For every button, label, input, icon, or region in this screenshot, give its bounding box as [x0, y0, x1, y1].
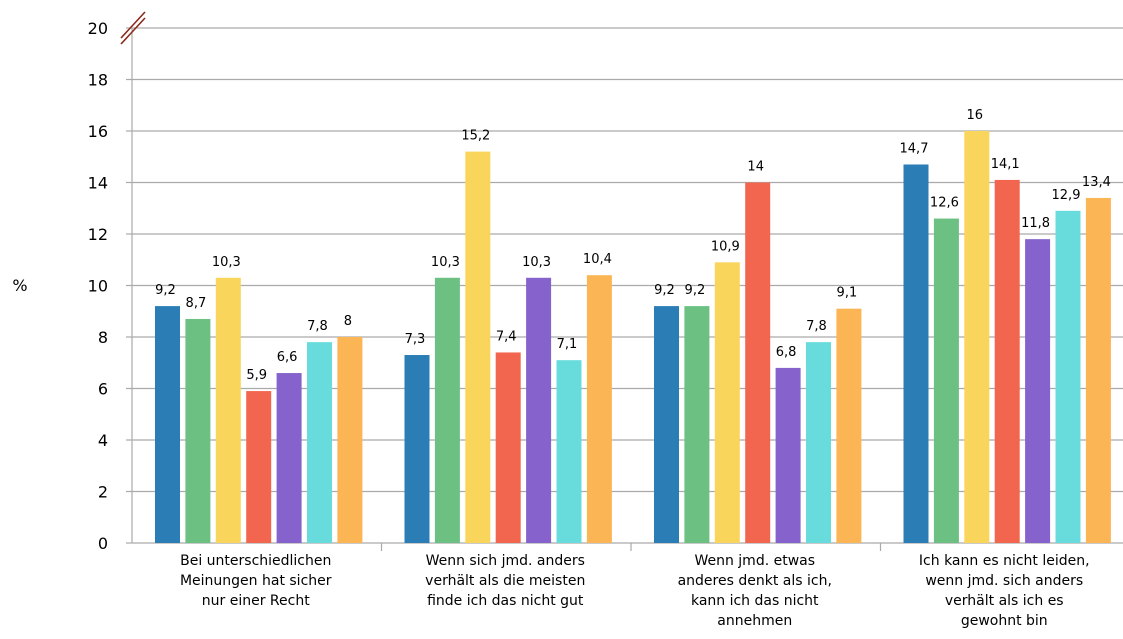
- bar: [215, 277, 241, 543]
- y-tick-label: 20: [88, 19, 108, 38]
- bar: [964, 131, 990, 543]
- axes: 0 2 4 6 8 10 12 14 16 18 20: [88, 11, 1123, 553]
- y-tick-label: 6: [98, 380, 108, 399]
- category-label-line: anderes denkt als ich,: [678, 573, 832, 589]
- y-tick-label: 14: [88, 174, 108, 193]
- data-label: 10,9: [711, 239, 740, 254]
- category-labels: Bei unterschiedlichen Meinungen hat siche…: [180, 553, 1090, 629]
- category-label-line: verhält als die meisten: [425, 573, 585, 589]
- bar: [307, 342, 332, 543]
- y-tick-label: 0: [98, 534, 108, 553]
- data-label: 9,2: [155, 283, 176, 298]
- category-label-line: nur einer Recht: [202, 593, 310, 609]
- category-label-line: Bei unterschiedlichen: [180, 553, 331, 569]
- bar: [185, 318, 211, 543]
- category-label-line: Meinungen hat sicher: [180, 573, 332, 589]
- bar: [434, 277, 460, 543]
- category-label: Wenn jmd. etwas anderes denkt als ich, kan…: [678, 553, 832, 629]
- data-label: 8: [344, 314, 352, 329]
- data-label: 5,9: [246, 368, 267, 383]
- data-label: 8,7: [186, 296, 207, 311]
- bar: [654, 306, 679, 543]
- bar: [246, 391, 272, 543]
- data-label: 6,8: [776, 345, 797, 360]
- data-label: 7,4: [496, 329, 517, 344]
- y-axis-label: %: [12, 276, 27, 295]
- y-tick-label: 12: [88, 225, 108, 244]
- bar: [684, 306, 710, 543]
- bar: [1055, 210, 1081, 543]
- axis-break-mark: [120, 11, 146, 39]
- data-labels: 9,2 8,7 10,3 5,9 6,6 7,8 8 7,3 10,3 15,2 7,4 10,3 7,…: [155, 108, 1111, 383]
- bar: [276, 373, 302, 543]
- bars: [155, 131, 1111, 544]
- data-label: 9,1: [837, 286, 858, 301]
- y-tick-label: 4: [98, 431, 108, 450]
- category-label-line: gewohnt bin: [961, 613, 1048, 629]
- data-label: 14,1: [991, 157, 1020, 172]
- data-label: 6,6: [277, 350, 298, 365]
- category-label: Ich kann es nicht leiden, wenn jmd. sich …: [919, 553, 1090, 629]
- category-label-line: finde ich das nicht gut: [427, 593, 584, 609]
- y-tick-label: 18: [88, 71, 108, 90]
- bar: [994, 179, 1020, 544]
- data-label: 16: [967, 108, 984, 123]
- bar: [775, 367, 801, 543]
- data-label: 12,9: [1052, 188, 1081, 203]
- data-label: 10,3: [431, 255, 460, 270]
- bar: [495, 352, 521, 543]
- data-label: 9,2: [685, 283, 706, 298]
- category-label-line: annehmen: [717, 613, 792, 629]
- bar: [526, 277, 552, 543]
- bar: [806, 342, 831, 543]
- category-label-line: verhält als ich es: [945, 593, 1064, 609]
- bar: [903, 164, 929, 543]
- bar: [933, 218, 959, 544]
- data-label: 15,2: [461, 129, 490, 144]
- bar: [714, 262, 740, 543]
- data-label: 10,3: [522, 255, 551, 270]
- bar: [155, 306, 180, 543]
- bar: [404, 355, 430, 543]
- y-tick-label: 16: [88, 122, 108, 141]
- data-label: 11,8: [1021, 216, 1050, 231]
- bar: [465, 151, 491, 543]
- data-label: 14,7: [900, 141, 929, 156]
- data-label: 10,3: [212, 255, 241, 270]
- category-label-line: Wenn sich jmd. anders: [426, 553, 585, 569]
- category-label-line: Wenn jmd. etwas: [694, 553, 815, 569]
- data-label: 7,1: [557, 337, 578, 352]
- data-label: 7,8: [806, 319, 827, 334]
- y-tick-label: 10: [88, 277, 108, 296]
- data-label: 7,8: [307, 319, 328, 334]
- bar: [836, 308, 862, 543]
- data-label: 12,6: [930, 196, 959, 211]
- data-label: 7,3: [405, 332, 426, 347]
- y-tick-label: 8: [98, 328, 108, 347]
- category-label-line: Ich kann es nicht leiden,: [919, 553, 1090, 569]
- category-label: Bei unterschiedlichen Meinungen hat siche…: [180, 553, 332, 609]
- axis-break-mark: [120, 17, 146, 45]
- category-label: Wenn sich jmd. anders verhält als die mei…: [425, 553, 585, 609]
- category-label-line: wenn jmd. sich anders: [925, 573, 1083, 589]
- data-label: 14: [747, 160, 764, 175]
- bar: [1025, 239, 1051, 543]
- bar: [745, 182, 771, 543]
- category-label-line: kann ich das nicht: [691, 593, 819, 609]
- data-label: 9,2: [654, 283, 675, 298]
- bar: [586, 275, 612, 543]
- data-label: 10,4: [583, 252, 612, 267]
- data-label: 13,4: [1082, 175, 1111, 190]
- bar: [556, 360, 582, 543]
- y-tick-label: 2: [98, 483, 108, 502]
- bar: [1085, 197, 1111, 543]
- bar: [337, 337, 363, 543]
